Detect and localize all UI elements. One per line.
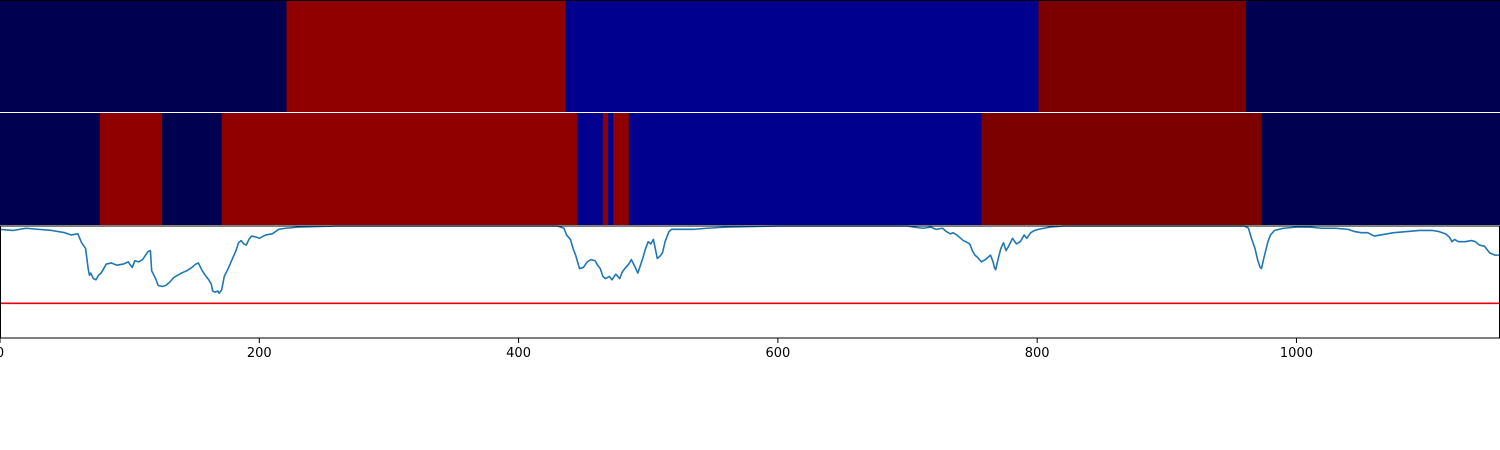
- segment-dark_navy: [1261, 113, 1500, 225]
- segment-dark_navy: [162, 113, 223, 225]
- segmentation-track-2: [0, 113, 1500, 225]
- signal-line: [0, 225, 1500, 294]
- x-tick-label: 1000: [1280, 346, 1313, 361]
- signal-track: [0, 225, 1500, 339]
- segment-blue: [565, 1, 1039, 112]
- segment-blue: [608, 113, 614, 225]
- segment-dark_red: [981, 113, 1262, 225]
- segment-red: [286, 1, 566, 112]
- segment-dark_red: [1038, 1, 1247, 112]
- segment-dark_navy: [0, 1, 287, 112]
- x-tick-label: 0: [0, 346, 4, 361]
- segment-red: [221, 113, 578, 225]
- segment-blue: [576, 113, 604, 225]
- segment-red: [99, 113, 163, 225]
- x-tick-label: 200: [247, 346, 272, 361]
- x-tick-label: 600: [765, 346, 790, 361]
- segment-red: [613, 113, 630, 225]
- x-axis: 0 200 400 600 800 1000: [0, 338, 1313, 361]
- signal-plot-area: [0, 226, 1500, 338]
- segment-dark_navy: [0, 113, 101, 225]
- segmentation-track-1: [0, 1, 1500, 112]
- x-tick-label: 800: [1025, 346, 1050, 361]
- segment-dark_navy: [1245, 1, 1500, 112]
- segment-blue: [628, 113, 982, 225]
- segment-red: [602, 113, 609, 225]
- x-tick-label: 400: [506, 346, 531, 361]
